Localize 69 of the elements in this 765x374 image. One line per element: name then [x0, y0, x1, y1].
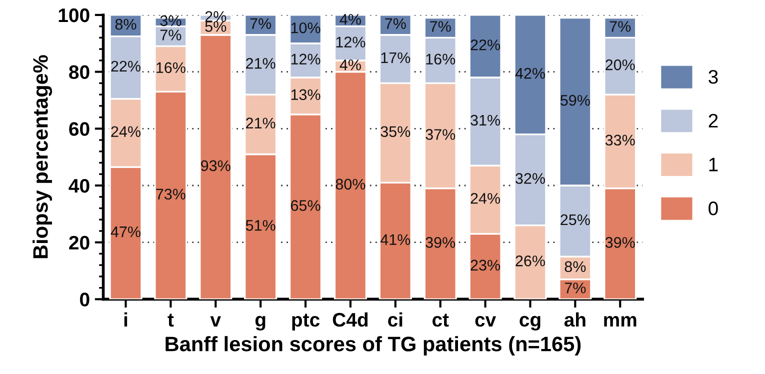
y-tick-label: 100	[58, 8, 90, 22]
data-label: 35%	[380, 126, 410, 138]
data-label: 7%	[385, 18, 406, 29]
data-label: 3%	[160, 15, 182, 26]
data-label: 41%	[380, 234, 410, 245]
x-tick-label: ptc	[292, 314, 320, 331]
data-label: 32%	[516, 173, 545, 184]
data-label: 23%	[470, 260, 500, 271]
data-label: 37%	[426, 129, 456, 140]
x-tick-label: ct	[432, 314, 449, 327]
data-label: 33%	[605, 134, 635, 146]
data-label: 16%	[156, 62, 186, 74]
x-tick-label: t	[168, 314, 174, 327]
x-tick-label: g	[255, 316, 266, 331]
data-label: 7%	[250, 18, 272, 29]
data-label: 39%	[605, 237, 635, 248]
data-label: 7%	[160, 30, 182, 40]
data-label: 80%	[336, 178, 366, 190]
data-label: 16%	[426, 54, 456, 65]
data-label: 10%	[291, 22, 320, 34]
legend-label: 1	[709, 158, 718, 172]
legend-label: 2	[708, 114, 718, 128]
x-tick-label: i	[124, 312, 128, 326]
y-tick-label: 40	[68, 178, 90, 193]
data-label: 4%	[340, 14, 361, 25]
data-label: 25%	[560, 214, 590, 226]
x-tick-label: ci	[388, 312, 402, 327]
x-tick-label: C4d	[332, 312, 368, 327]
data-label: 17%	[381, 52, 410, 64]
data-label: 4%	[340, 59, 361, 70]
data-label: 73%	[156, 188, 186, 200]
data-label: 26%	[516, 256, 545, 266]
data-label: 24%	[470, 193, 500, 204]
data-label: 20%	[606, 59, 635, 70]
x-tick-label: mm	[604, 316, 636, 326]
y-tick-label: 60	[69, 122, 90, 136]
data-label: 22%	[111, 60, 140, 72]
legend-label: 3	[708, 70, 718, 84]
data-label: 93%	[201, 160, 230, 172]
y-tick-label: 80	[69, 65, 90, 80]
data-label: 2%	[205, 11, 226, 22]
data-label: 8%	[115, 18, 136, 30]
x-tick-label: ah	[564, 312, 586, 327]
data-label: 31%	[470, 114, 500, 126]
data-label: 24%	[111, 126, 140, 137]
data-label: 5%	[205, 21, 226, 32]
data-label: 22%	[470, 40, 500, 50]
data-label: 21%	[246, 118, 276, 128]
legend-label: 0	[708, 202, 718, 216]
data-label: 12%	[291, 54, 320, 64]
data-label: 7%	[564, 282, 586, 294]
data-label: 7%	[610, 21, 631, 32]
data-label: 13%	[291, 89, 320, 100]
data-label: 7%	[430, 21, 451, 32]
x-tick-label: cv	[475, 316, 496, 327]
data-label: 8%	[564, 261, 586, 272]
y-axis-title: Biopsy percentage%	[32, 55, 52, 258]
data-label: 21%	[246, 58, 276, 69]
data-label: 65%	[291, 200, 320, 211]
y-tick-label: 20	[69, 236, 90, 250]
data-label: 51%	[246, 220, 276, 231]
data-label: 12%	[336, 36, 366, 48]
x-axis-title: Banff lesion scores of TG patients (n=165)	[166, 336, 581, 356]
y-tick-label: 0	[80, 292, 90, 306]
data-label: 39%	[426, 237, 456, 248]
data-label: 59%	[560, 94, 590, 106]
data-label: 47%	[110, 226, 140, 238]
x-tick-label: cg	[520, 316, 540, 331]
x-tick-label: v	[210, 316, 221, 326]
